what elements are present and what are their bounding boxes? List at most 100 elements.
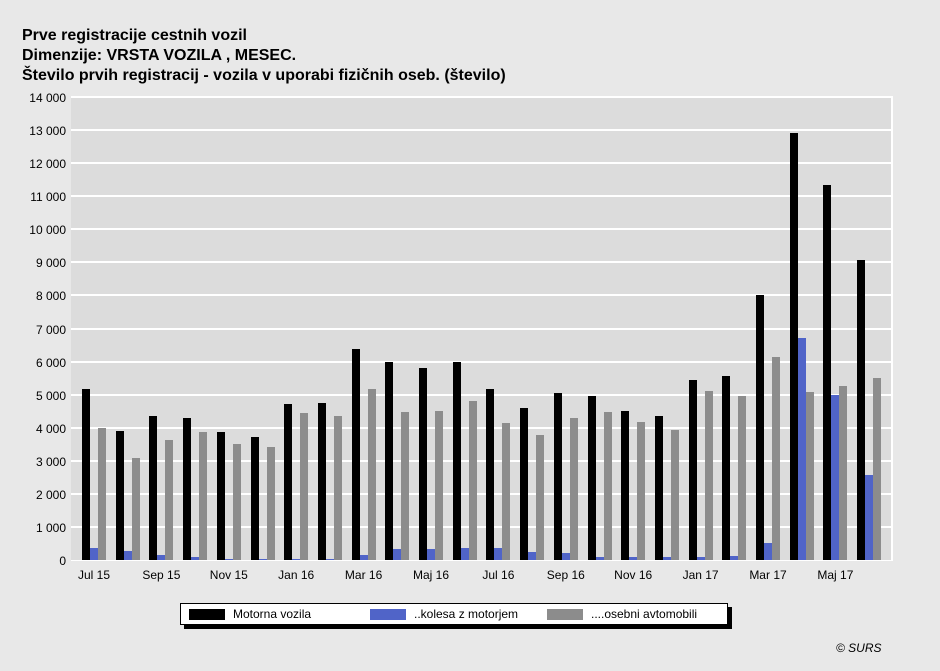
plot-area — [71, 96, 893, 561]
x-tick-label: Nov 16 — [614, 568, 653, 582]
bar — [730, 556, 739, 560]
gridline — [71, 162, 891, 165]
gridline — [71, 492, 891, 495]
legend-swatch — [189, 608, 225, 620]
legend-swatch — [370, 608, 406, 620]
bar — [393, 549, 402, 560]
bar — [367, 388, 376, 560]
bar — [199, 432, 208, 560]
bar — [149, 416, 158, 560]
x-tick-label: Sep 16 — [546, 568, 585, 582]
bar — [333, 416, 342, 560]
y-tick-label: 6 000 — [35, 355, 66, 370]
legend-label: ....osebni avtomobili — [591, 607, 698, 621]
y-tick-label: 0 — [59, 554, 66, 568]
bar — [722, 375, 731, 560]
y-tick-label: 8 000 — [35, 289, 66, 304]
x-tick-label: Mar 16 — [344, 568, 383, 582]
y-tick-label: 7 000 — [35, 322, 66, 337]
bar — [629, 557, 638, 560]
bar — [359, 555, 368, 560]
legend-label: Motorna vozila — [233, 607, 312, 621]
bar — [216, 432, 225, 560]
bar — [494, 548, 503, 560]
bar — [258, 558, 267, 560]
bar — [637, 422, 646, 560]
bar — [569, 418, 578, 560]
bar — [528, 552, 537, 560]
bar — [688, 379, 697, 560]
bar — [191, 557, 200, 560]
bar — [427, 549, 435, 560]
x-tick-label: Jan 16 — [278, 568, 315, 582]
bar — [704, 390, 713, 560]
bar — [561, 553, 570, 560]
bar — [460, 548, 469, 560]
bar — [232, 443, 241, 560]
bar — [654, 416, 663, 560]
x-tick-label: Jul 15 — [77, 568, 111, 582]
gridline — [71, 129, 891, 132]
y-tick-label: 12 000 — [29, 157, 66, 172]
y-tick-label: 9 000 — [35, 256, 66, 271]
bar — [536, 435, 545, 560]
bar — [115, 431, 124, 560]
gridline — [71, 327, 891, 330]
gridline — [71, 426, 891, 429]
chart-titles: Prve registracije cestnih vozil Dimenzij… — [22, 26, 506, 86]
bar — [696, 557, 705, 560]
bar — [520, 407, 529, 560]
gridline — [71, 294, 891, 297]
legend-item-osebni-avtomobili: ....osebni avtomobili — [547, 607, 697, 621]
bar — [873, 377, 882, 560]
x-tick-label: Maj 17 — [817, 568, 854, 582]
y-tick-label: 2 000 — [35, 487, 66, 502]
x-tick-label: Nov 15 — [209, 568, 248, 582]
bar — [325, 559, 334, 560]
x-tick-label: Jul 16 — [482, 568, 515, 582]
bar — [486, 388, 495, 560]
bar — [764, 543, 772, 560]
legend-swatch — [547, 608, 583, 620]
copyright-notice: © SURS — [836, 641, 882, 655]
bar — [224, 558, 233, 560]
bar — [292, 559, 301, 560]
y-tick-label: 5 000 — [35, 388, 66, 403]
chart-title: Prve registracije cestnih vozil — [22, 27, 247, 44]
gridline — [71, 459, 891, 462]
bar — [468, 400, 477, 560]
bar — [595, 557, 604, 560]
x-tick-label: Maj 16 — [412, 568, 450, 582]
bar — [351, 348, 360, 560]
bar — [317, 402, 326, 560]
bar — [805, 391, 814, 560]
bar — [831, 394, 840, 560]
bar — [250, 436, 259, 560]
y-tick-label: 3 000 — [35, 454, 66, 469]
bar — [123, 551, 132, 560]
x-tick-label: Jan 17 — [682, 568, 719, 582]
bar — [435, 410, 443, 560]
bar — [82, 388, 90, 560]
bar — [587, 395, 596, 560]
bar — [603, 411, 612, 560]
chart-dimensions: Dimenzije: VRSTA VOZILA , MESEC. — [22, 47, 297, 64]
bar — [865, 475, 874, 560]
bar — [300, 412, 309, 560]
x-tick-label: Mar 17 — [749, 568, 787, 582]
bar — [157, 555, 166, 560]
bar — [823, 184, 832, 560]
gridline — [71, 228, 891, 231]
bar — [183, 418, 192, 560]
bar — [419, 367, 427, 560]
gridline — [71, 261, 891, 264]
bar — [98, 427, 106, 560]
bar — [621, 410, 630, 560]
bar — [401, 411, 410, 560]
y-tick-label: 14 000 — [29, 91, 66, 105]
y-tick-label: 13 000 — [29, 124, 66, 139]
bar — [502, 423, 511, 560]
bar — [385, 361, 394, 560]
x-tick-label: Sep 15 — [142, 568, 181, 582]
bar — [789, 132, 798, 560]
